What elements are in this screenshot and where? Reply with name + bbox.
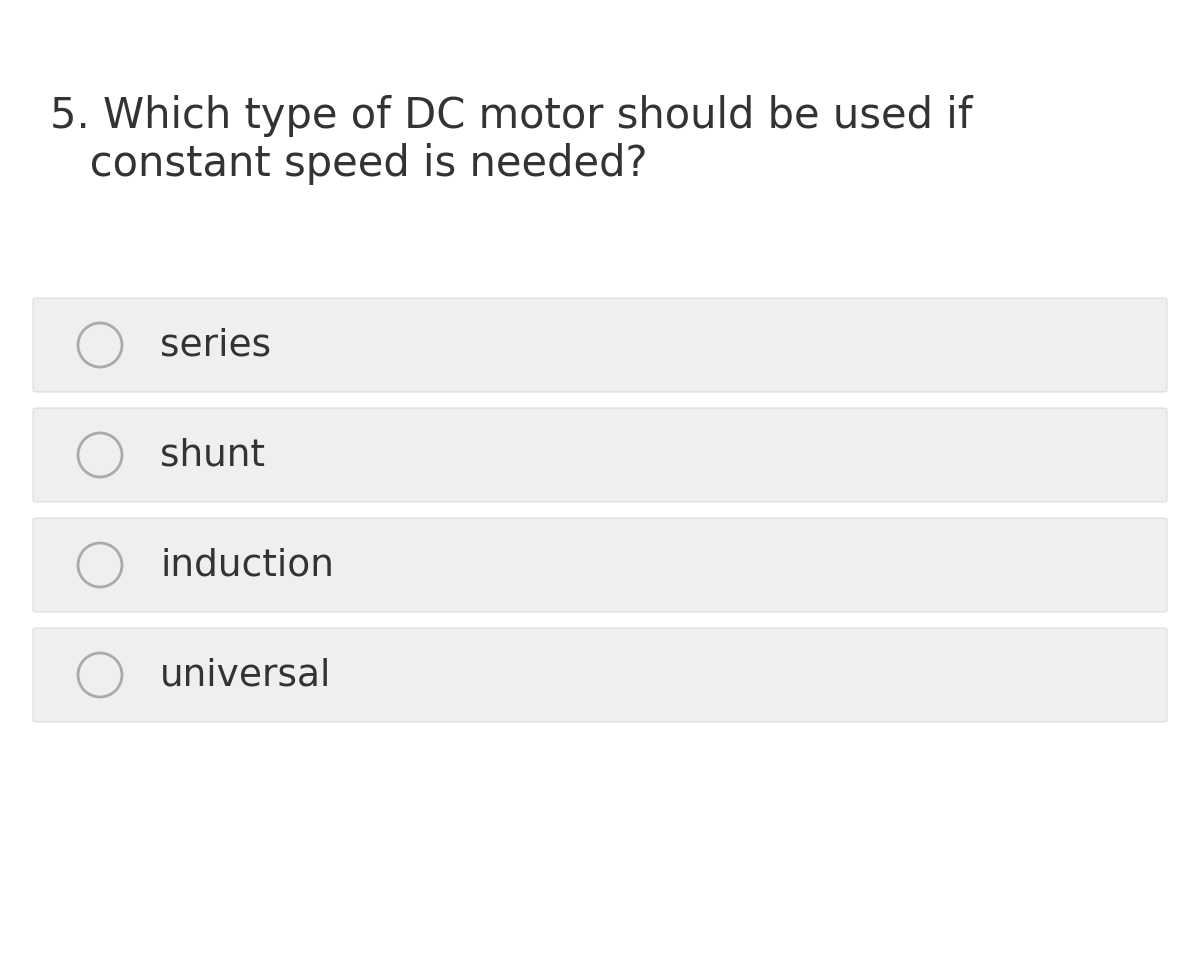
FancyBboxPatch shape (34, 298, 1166, 392)
FancyBboxPatch shape (34, 408, 1166, 502)
Text: series: series (160, 327, 271, 363)
Text: 5. Which type of DC motor should be used if: 5. Which type of DC motor should be used… (50, 95, 972, 137)
FancyBboxPatch shape (34, 518, 1166, 612)
Text: shunt: shunt (160, 437, 265, 473)
Text: induction: induction (160, 547, 334, 583)
Text: universal: universal (160, 657, 331, 693)
FancyBboxPatch shape (34, 628, 1166, 722)
Text: constant speed is needed?: constant speed is needed? (50, 143, 648, 185)
